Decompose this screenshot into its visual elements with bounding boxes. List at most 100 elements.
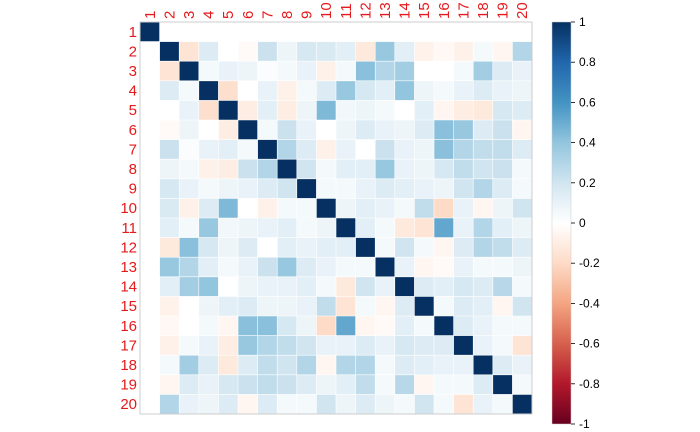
heatmap-cell-6-11 bbox=[336, 120, 356, 140]
heatmap-grid bbox=[140, 22, 532, 414]
heatmap-cell-1-8 bbox=[277, 22, 298, 42]
heatmap-cell-19-20 bbox=[512, 374, 533, 395]
heatmap-cell-4-2 bbox=[159, 80, 180, 101]
heatmap-cell-3-14 bbox=[394, 61, 415, 82]
colorbar-tick-label: 0.4 bbox=[579, 136, 596, 150]
heatmap-cell-3-3 bbox=[179, 61, 200, 82]
heatmap-cell-11-4 bbox=[198, 218, 219, 238]
heatmap-cell-7-15 bbox=[414, 139, 435, 160]
heatmap-cell-14-17 bbox=[453, 276, 474, 297]
heatmap-cell-4-7 bbox=[257, 80, 278, 101]
heatmap-cell-8-19 bbox=[492, 159, 513, 180]
heatmap-cell-1-20 bbox=[512, 22, 533, 42]
heatmap-cell-10-9 bbox=[296, 198, 317, 219]
heatmap-cell-5-9 bbox=[296, 100, 317, 121]
row-label-1: 1 bbox=[129, 24, 137, 41]
heatmap-cell-3-4 bbox=[198, 61, 219, 82]
heatmap-cell-6-17 bbox=[453, 120, 474, 140]
heatmap-cell-16-2 bbox=[159, 316, 180, 336]
heatmap-cell-20-19 bbox=[492, 394, 513, 415]
heatmap-cell-3-8 bbox=[277, 61, 298, 82]
heatmap-cell-10-15 bbox=[414, 198, 435, 219]
heatmap-cell-7-7 bbox=[257, 139, 278, 160]
heatmap-cell-5-10 bbox=[316, 100, 337, 121]
heatmap-cell-4-3 bbox=[179, 80, 200, 101]
heatmap-cell-2-8 bbox=[277, 41, 298, 62]
heatmap-cell-1-17 bbox=[453, 22, 474, 42]
heatmap-cell-13-8 bbox=[277, 257, 298, 278]
heatmap-cell-20-18 bbox=[473, 394, 494, 415]
heatmap-cell-17-1 bbox=[140, 335, 160, 356]
heatmap-cell-7-13 bbox=[375, 139, 396, 160]
heatmap-cell-17-13 bbox=[375, 335, 396, 356]
heatmap-cell-2-18 bbox=[473, 41, 494, 62]
heatmap-cell-6-15 bbox=[414, 120, 435, 140]
heatmap-cell-1-5 bbox=[218, 22, 239, 42]
heatmap-cell-13-16 bbox=[434, 257, 454, 278]
heatmap-cell-9-18 bbox=[473, 178, 494, 199]
heatmap-cell-9-7 bbox=[257, 178, 278, 199]
heatmap-cell-17-7 bbox=[257, 335, 278, 356]
heatmap-cell-14-15 bbox=[414, 276, 435, 297]
heatmap-cell-10-6 bbox=[238, 198, 258, 219]
heatmap-cell-8-15 bbox=[414, 159, 435, 180]
heatmap-cell-9-1 bbox=[140, 178, 160, 199]
heatmap-cell-3-11 bbox=[336, 61, 356, 82]
heatmap-cell-6-16 bbox=[434, 120, 454, 140]
heatmap-cell-18-1 bbox=[140, 355, 160, 376]
heatmap-cell-14-16 bbox=[434, 276, 454, 297]
heatmap-cell-5-8 bbox=[277, 100, 298, 121]
heatmap-cell-12-15 bbox=[414, 237, 435, 258]
heatmap-cell-14-19 bbox=[492, 276, 513, 297]
heatmap-cell-14-9 bbox=[296, 276, 317, 297]
heatmap-cell-13-14 bbox=[394, 257, 415, 278]
column-label-4: 4 bbox=[201, 11, 218, 19]
heatmap-cell-4-8 bbox=[277, 80, 298, 101]
column-label-15: 15 bbox=[416, 2, 433, 19]
heatmap-cell-17-16 bbox=[434, 335, 454, 356]
colorbar-tick-label: 0.2 bbox=[579, 176, 596, 190]
heatmap-cell-13-20 bbox=[512, 257, 533, 278]
heatmap-cell-9-9 bbox=[296, 178, 317, 199]
heatmap-cell-20-13 bbox=[375, 394, 396, 415]
heatmap-cell-20-1 bbox=[140, 394, 160, 415]
heatmap-cell-9-12 bbox=[355, 178, 376, 199]
heatmap-cell-5-3 bbox=[179, 100, 200, 121]
heatmap-cell-16-6 bbox=[238, 316, 258, 336]
heatmap-cell-12-14 bbox=[394, 237, 415, 258]
heatmap-cell-17-18 bbox=[473, 335, 494, 356]
heatmap-cell-2-3 bbox=[179, 41, 200, 62]
heatmap-cell-19-10 bbox=[316, 374, 337, 395]
heatmap-cell-18-20 bbox=[512, 355, 533, 376]
heatmap-cell-13-7 bbox=[257, 257, 278, 278]
heatmap-cell-16-4 bbox=[198, 316, 219, 336]
column-label-5: 5 bbox=[220, 11, 237, 19]
heatmap-cell-8-16 bbox=[434, 159, 454, 180]
column-label-3: 3 bbox=[181, 11, 198, 19]
heatmap-cell-14-13 bbox=[375, 276, 396, 297]
heatmap-cell-8-10 bbox=[316, 159, 337, 180]
heatmap-cell-6-2 bbox=[159, 120, 180, 140]
heatmap-cell-18-16 bbox=[434, 355, 454, 376]
heatmap-cell-11-9 bbox=[296, 218, 317, 238]
heatmap-cell-10-1 bbox=[140, 198, 160, 219]
heatmap-cell-10-16 bbox=[434, 198, 454, 219]
heatmap-cell-7-12 bbox=[355, 139, 376, 160]
heatmap-cell-3-15 bbox=[414, 61, 435, 82]
heatmap-cell-2-7 bbox=[257, 41, 278, 62]
heatmap-cell-11-7 bbox=[257, 218, 278, 238]
row-label-3: 3 bbox=[129, 63, 137, 80]
row-label-10: 10 bbox=[120, 200, 137, 217]
heatmap-cell-12-9 bbox=[296, 237, 317, 258]
heatmap-cell-16-20 bbox=[512, 316, 533, 336]
heatmap-cell-1-10 bbox=[316, 22, 337, 42]
colorbar-tick-label: 0.8 bbox=[579, 55, 596, 69]
heatmap-cell-3-2 bbox=[159, 61, 180, 82]
column-label-14: 14 bbox=[397, 2, 414, 19]
heatmap-cell-13-17 bbox=[453, 257, 474, 278]
heatmap-cell-15-9 bbox=[296, 296, 317, 317]
heatmap-cell-14-11 bbox=[336, 276, 356, 297]
heatmap-cell-15-4 bbox=[198, 296, 219, 317]
heatmap-cell-10-10 bbox=[316, 198, 337, 219]
heatmap-cell-3-7 bbox=[257, 61, 278, 82]
